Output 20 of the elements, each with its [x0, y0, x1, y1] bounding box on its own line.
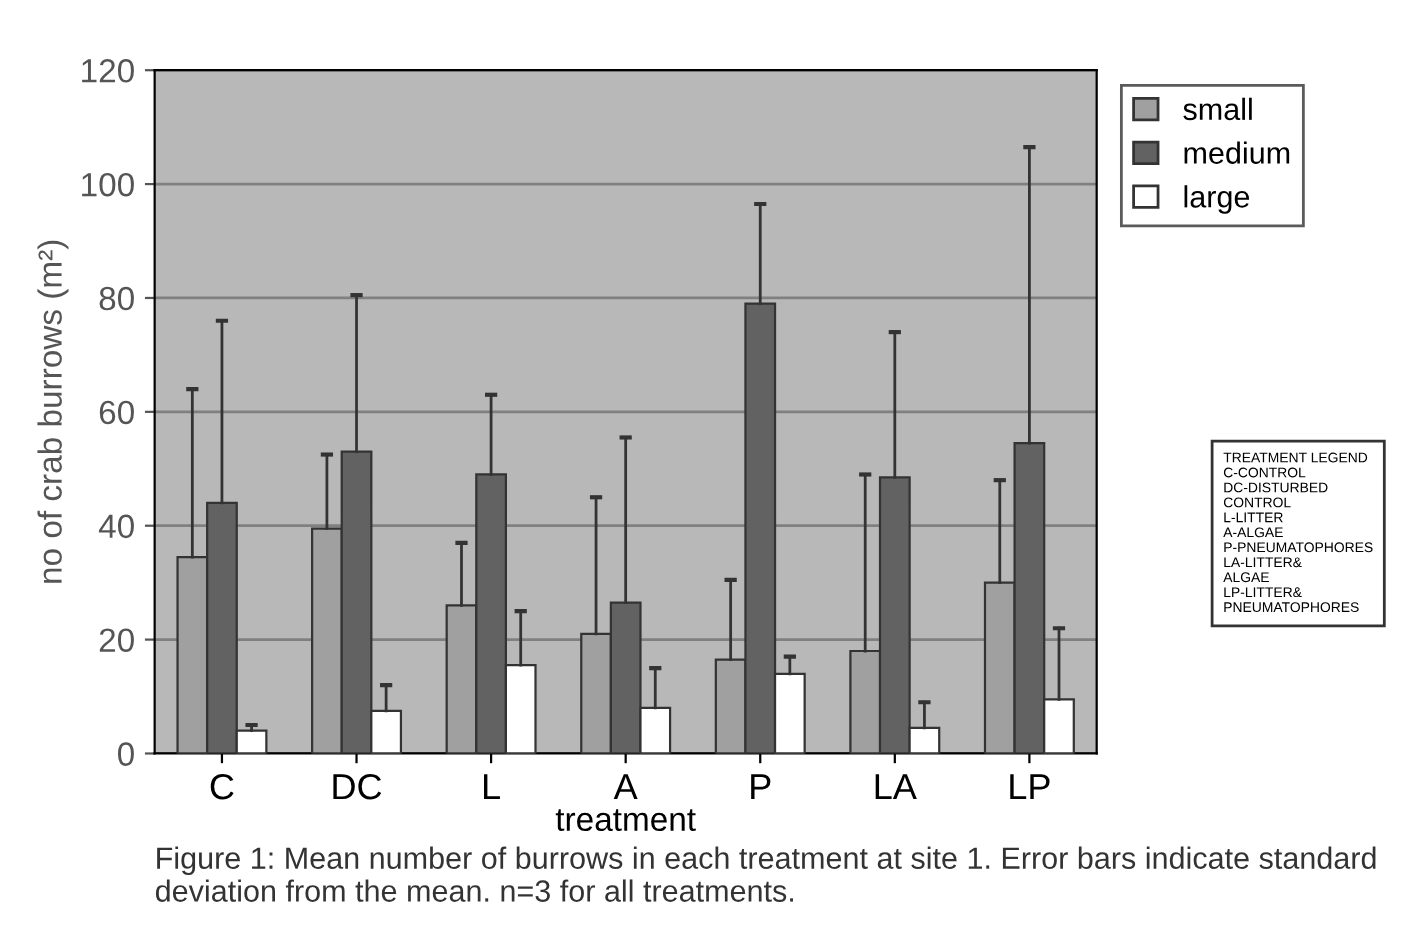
x-tick-label: LA	[875, 774, 917, 800]
legend-label: large	[1184, 185, 1250, 214]
y-tick-label: 40	[98, 514, 134, 539]
legend-label: small	[1183, 97, 1252, 121]
y-tick-label: 120	[82, 59, 134, 83]
x-tick-label: P	[751, 774, 771, 800]
x-axis-title: treatment	[555, 809, 696, 832]
x-tick-label: L	[484, 774, 500, 800]
x-tick-label: C	[210, 773, 234, 800]
legend-label: medium	[1184, 141, 1290, 164]
y-tick-label: 0	[117, 742, 134, 766]
y-tick-label: 80	[99, 286, 134, 311]
y-tick-label: 60	[99, 400, 134, 425]
y-tick-label: 100	[82, 172, 134, 197]
x-tick-label: A	[613, 774, 638, 800]
y-axis-title: no of crab burrows (m²)	[37, 240, 69, 583]
x-tick-label: LP	[1010, 774, 1050, 800]
x-tick-label: DC	[333, 773, 382, 800]
caption: Figure 1: Mean number of burrows in each treatment at site 1. Error bars indicate standard deviation from the mean. n=3 for all treatments.	[155, 846, 1376, 902]
y-tick-label: 20	[99, 628, 134, 653]
